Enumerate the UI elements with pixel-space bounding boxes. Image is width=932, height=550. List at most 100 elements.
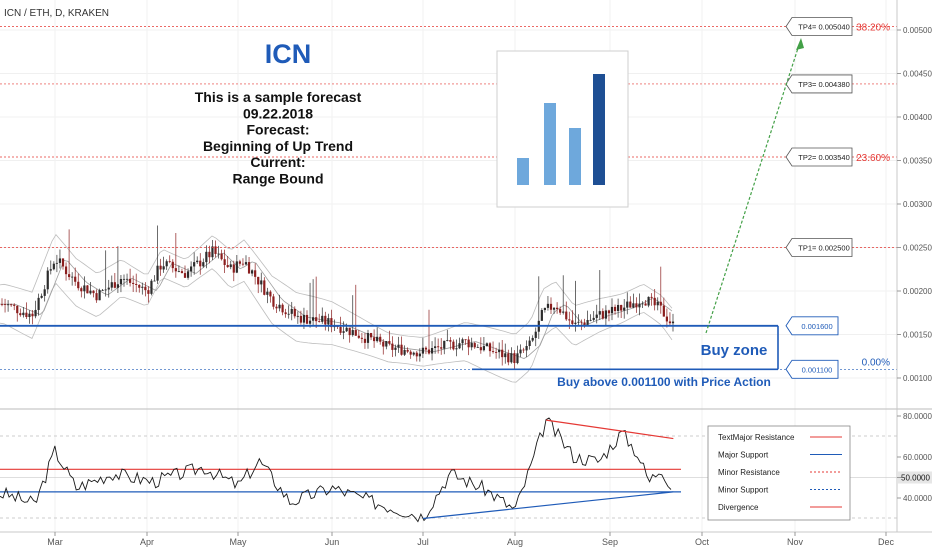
- candle-body: [199, 260, 202, 267]
- candle-body: [342, 331, 345, 333]
- candle-body: [34, 309, 37, 317]
- candle-body: [110, 282, 113, 288]
- x-tick-label: Oct: [695, 537, 710, 547]
- candle-body: [519, 349, 522, 354]
- y-tick-label: 0.001000: [903, 374, 932, 383]
- candle-body: [266, 291, 269, 295]
- candle-body: [580, 321, 583, 323]
- candle-body: [424, 347, 428, 350]
- candle-body: [312, 317, 315, 321]
- logo-bar-1: [517, 158, 529, 185]
- candle-body: [150, 280, 153, 294]
- osc-tick-label: 80.0000: [903, 412, 932, 421]
- candle-body: [46, 270, 49, 290]
- x-tick-label: Mar: [47, 537, 63, 547]
- candle-body: [116, 284, 119, 288]
- candle-body: [327, 318, 330, 325]
- fib-label: 38.20%: [856, 23, 890, 34]
- x-tick-label: May: [229, 537, 247, 547]
- level-label: 0.001100: [802, 365, 833, 374]
- target-label: TP4= 0.005040: [798, 23, 850, 32]
- candle-body: [543, 307, 546, 311]
- candle-body: [516, 353, 519, 364]
- candle-body: [159, 265, 162, 270]
- candle-body: [434, 346, 437, 348]
- target-arrowhead: [796, 38, 804, 50]
- divergence-line: [422, 491, 674, 520]
- candle-body: [308, 320, 312, 324]
- x-tick-label: Dec: [878, 537, 895, 547]
- candle-body: [671, 321, 675, 324]
- candle-body: [132, 282, 135, 284]
- fib-label: 0.00%: [862, 357, 890, 368]
- candle-body: [55, 262, 58, 264]
- candle-body: [354, 330, 357, 336]
- candle-body: [247, 262, 251, 274]
- candle-body: [525, 346, 528, 351]
- candle-body: [565, 311, 568, 320]
- candle-body: [574, 322, 577, 324]
- candle-body: [382, 341, 385, 347]
- candle-body: [470, 343, 473, 348]
- logo-bar-4: [593, 74, 605, 185]
- candle-body: [559, 309, 562, 313]
- candle-body: [272, 296, 275, 307]
- candle-body: [147, 290, 150, 294]
- legend-box: [707, 425, 851, 521]
- candle-body: [223, 259, 226, 266]
- candle-body: [641, 303, 644, 305]
- candle-body: [415, 352, 418, 357]
- candle-body: [153, 280, 156, 282]
- candle-body: [617, 304, 620, 312]
- logo: [496, 50, 629, 208]
- price-levels: TP4= 0.005040 38.20% TP3= 0.004380 TP2= 0.0…: [0, 17, 897, 389]
- candle-body: [257, 276, 260, 285]
- candle-body: [568, 319, 571, 321]
- candle-body: [495, 352, 498, 353]
- chart-title: ICN: [265, 39, 312, 69]
- buy-zone-label: Buy zone: [701, 342, 768, 359]
- candle-body: [238, 261, 241, 264]
- candle-body: [635, 303, 638, 308]
- candle-body: [7, 304, 10, 306]
- candle-body: [13, 304, 16, 306]
- candle-body: [443, 340, 446, 349]
- candle-body: [58, 258, 62, 263]
- candle-body: [293, 308, 296, 317]
- candle-body: [400, 344, 403, 355]
- candle-body: [3, 304, 7, 305]
- candle-body: [391, 343, 394, 350]
- oscillator-panel: TextMajor Resistance Major Support Minor R…: [0, 408, 932, 523]
- candle-body: [522, 349, 525, 351]
- candle-body: [638, 303, 641, 308]
- candle-body: [74, 276, 77, 282]
- candle-body: [546, 303, 550, 308]
- x-tick-label: Sep: [602, 537, 618, 547]
- forecast-note: This is a sample forecast: [195, 89, 362, 105]
- candle-body: [397, 344, 400, 348]
- candle-body: [241, 263, 245, 265]
- candle-body: [141, 286, 144, 288]
- candle-body: [601, 311, 604, 319]
- candle-body: [168, 261, 171, 263]
- candle-body: [504, 353, 507, 358]
- candle-body: [180, 271, 184, 274]
- level-label-box: [785, 316, 839, 336]
- candle-body: [418, 353, 421, 357]
- candle-body: [171, 261, 174, 269]
- candle-body: [421, 347, 424, 354]
- candle-body: [577, 321, 580, 323]
- candle-body: [668, 321, 672, 324]
- candle-body: [190, 266, 193, 272]
- x-tick-label: Aug: [507, 537, 523, 547]
- upper-band: [0, 234, 673, 338]
- candle-body: [644, 303, 647, 306]
- candle-body: [125, 278, 129, 280]
- candle-body: [461, 339, 464, 344]
- candle-body: [129, 278, 132, 283]
- candle-body: [449, 340, 452, 342]
